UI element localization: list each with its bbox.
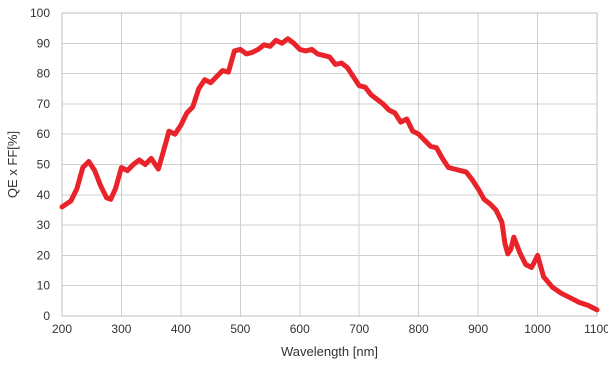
y-tick-label: 90: [37, 36, 51, 50]
x-tick-label: 400: [171, 322, 191, 336]
y-tick-labels: 0 10 20 30 40 50 60 70 80 90 100: [30, 6, 50, 323]
x-tick-label: 200: [52, 322, 72, 336]
y-axis-title: QE x FF[%]: [5, 131, 20, 198]
y-tick-label: 40: [37, 188, 51, 202]
x-tick-label: 300: [111, 322, 131, 336]
x-tick-label: 900: [468, 322, 488, 336]
y-tick-label: 70: [37, 97, 51, 111]
y-tick-label: 80: [37, 67, 51, 81]
y-tick-label: 30: [37, 218, 51, 232]
x-tick-label: 800: [409, 322, 429, 336]
y-tick-label: 60: [37, 127, 51, 141]
y-tick-label: 10: [37, 279, 51, 293]
x-tick-label: 1100: [584, 322, 608, 336]
x-tick-label: 500: [230, 322, 250, 336]
x-axis-title: Wavelength [nm]: [281, 344, 378, 359]
x-tick-labels: 200 300 400 500 600 700 800 900 1000 1100: [52, 322, 608, 336]
y-tick-label: 100: [30, 6, 50, 20]
x-tick-label: 600: [290, 322, 310, 336]
plot-frame: [61, 12, 598, 317]
series-layer: [59, 36, 600, 313]
x-tick-label: 700: [349, 322, 369, 336]
y-tick-label: 50: [37, 158, 51, 172]
qe-series-line: [59, 36, 600, 313]
y-tick-label: 20: [37, 248, 51, 262]
y-tick-label: 0: [43, 309, 50, 323]
x-tick-label: 1000: [524, 322, 551, 336]
